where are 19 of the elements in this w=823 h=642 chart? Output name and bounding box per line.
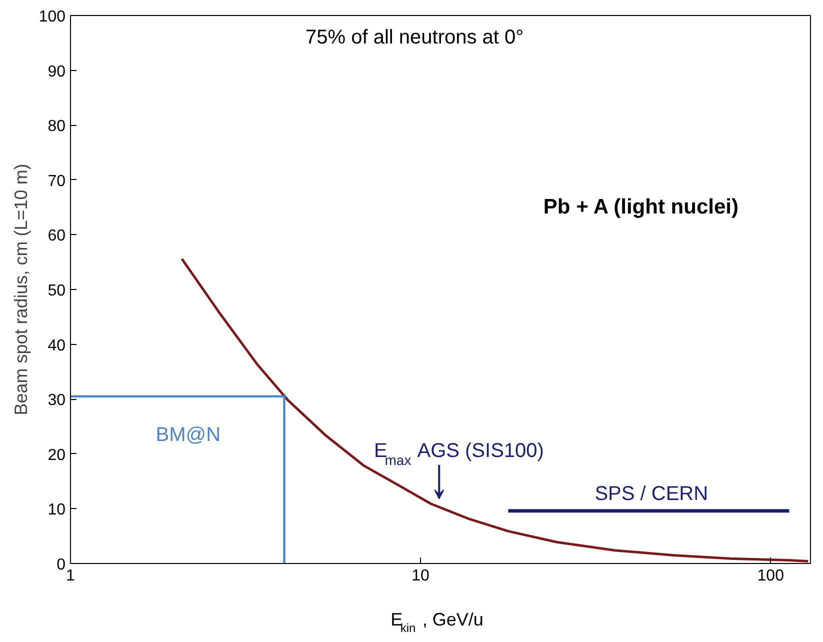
- y-tick-label: 100: [38, 8, 66, 26]
- y-tick-label: 0: [56, 556, 66, 574]
- y-tick-label: 40: [48, 337, 66, 354]
- y-tick-label: 80: [48, 118, 66, 136]
- y-tick-label: 30: [48, 392, 66, 410]
- x-tick-label: 100: [757, 568, 784, 584]
- y-tick-label: 60: [48, 228, 66, 245]
- y-tick-label: 70: [48, 172, 66, 190]
- annotation: Pb + A (light nuclei): [543, 195, 738, 218]
- series-label: SPS / CERN: [594, 482, 708, 505]
- x-tick-label: 1: [66, 568, 76, 584]
- y-axis-title: Beam spot radius, cm (L=10 m): [10, 164, 31, 416]
- x-tick-label: 10: [412, 568, 430, 584]
- y-tick-label: 20: [48, 446, 66, 464]
- annotation: 75% of all neutrons at 0°: [306, 26, 524, 48]
- y-tick-label: 90: [48, 63, 66, 80]
- y-tick-label: 10: [48, 502, 66, 519]
- y-tick-label: 50: [48, 282, 66, 300]
- series-label: BM@N: [156, 424, 221, 446]
